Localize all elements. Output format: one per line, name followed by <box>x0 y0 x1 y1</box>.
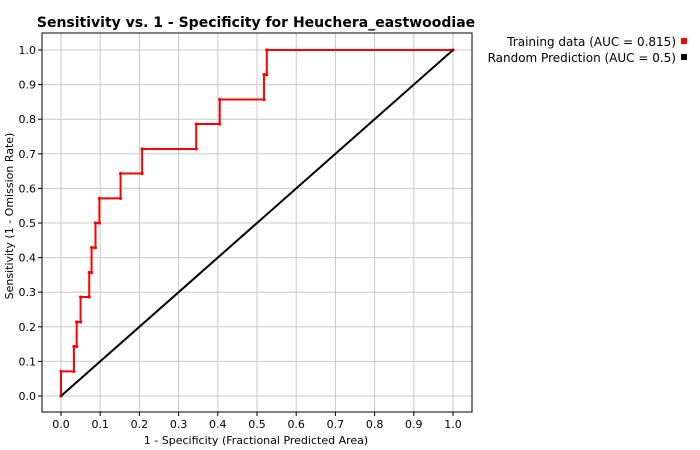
training-data-point <box>97 221 102 225</box>
training-data-point <box>218 97 222 102</box>
legend: Training data (AUC = 0.815) Random Predic… <box>488 35 687 65</box>
y-tick-label: 0.0 <box>19 390 37 403</box>
y-tick-label: 0.2 <box>19 321 37 334</box>
training-data-point <box>87 295 91 299</box>
y-tick-label: 0.4 <box>19 252 37 265</box>
training-data-point <box>87 270 91 275</box>
x-tick-label: 1.0 <box>444 418 462 431</box>
training-data-point <box>79 295 83 299</box>
x-tick-label: 0.4 <box>209 418 227 431</box>
x-tick-label: 0.9 <box>405 418 423 431</box>
y-tick-label: 0.5 <box>19 217 37 230</box>
y-tick-label: 1.0 <box>19 44 37 57</box>
training-data-point <box>89 245 94 250</box>
x-tick-label: 0.1 <box>91 418 109 431</box>
training-data-point <box>118 171 123 176</box>
training-data-point <box>118 196 123 201</box>
training-data-point <box>194 122 198 126</box>
legend-entry-label: Random Prediction (AUC = 0.5) <box>488 51 676 65</box>
training-data-point <box>93 245 98 250</box>
training-data-point <box>194 147 198 151</box>
training-data-point <box>79 320 83 324</box>
y-tick-label: 0.6 <box>19 182 37 195</box>
training-data-point <box>89 270 94 275</box>
x-tick-label: 0.2 <box>131 418 149 431</box>
training-data-point <box>75 320 79 324</box>
x-tick-label: 0.3 <box>170 418 188 431</box>
series <box>59 48 455 398</box>
y-tick-label: 0.7 <box>19 148 37 161</box>
legend-swatch <box>681 54 687 60</box>
x-tick-label: 0.6 <box>287 418 305 431</box>
legend-swatch <box>681 38 687 44</box>
training-data-point <box>97 196 102 201</box>
training-data-point <box>265 48 269 52</box>
y-tick-label: 0.8 <box>19 113 37 126</box>
training-data-point <box>140 171 144 176</box>
y-axis-label: Sensitivity (1 - Omission Rate) <box>3 133 16 300</box>
y-tick-label: 0.3 <box>19 286 37 299</box>
training-data-point <box>59 369 63 374</box>
x-tick-label: 0.7 <box>327 418 345 431</box>
chart-title: Sensitivity vs. 1 - Specificity for Heuc… <box>37 15 475 31</box>
training-data-point <box>75 344 79 349</box>
training-data-point <box>72 344 76 349</box>
x-tick-label: 0.8 <box>366 418 384 431</box>
random-prediction-line <box>60 49 454 397</box>
training-data-point <box>140 147 144 151</box>
training-data-point <box>218 122 222 126</box>
axis-ticks: 0.0 0.1 0.2 0.3 0.4 0.5 0.6 0.7 0.8 0.9 1.0 0.0 0.1 0… <box>19 44 462 431</box>
y-tick-label: 0.9 <box>19 79 37 92</box>
x-tick-label: 0.5 <box>248 418 266 431</box>
training-data-point <box>93 221 98 225</box>
training-data-point <box>262 72 266 77</box>
y-tick-label: 0.1 <box>19 355 37 368</box>
training-data-point <box>72 369 76 374</box>
legend-entry-label: Training data (AUC = 0.815) <box>506 35 676 49</box>
training-data-point <box>262 97 266 102</box>
training-data-point <box>265 72 269 77</box>
x-axis-label: 1 - Specificity (Fractional Predicted Ar… <box>144 434 368 447</box>
x-tick-label: 0.0 <box>52 418 70 431</box>
